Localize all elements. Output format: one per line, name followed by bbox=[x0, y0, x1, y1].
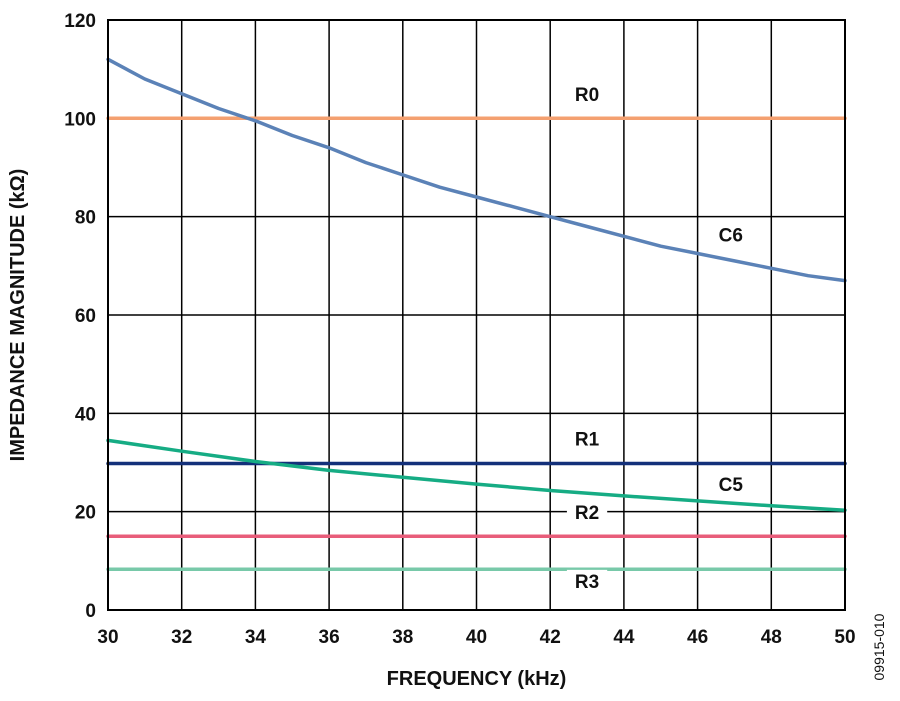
series-label-r0: R0 bbox=[575, 85, 599, 106]
x-tick-label: 34 bbox=[245, 627, 267, 648]
y-tick-label: 20 bbox=[75, 503, 96, 524]
x-tick-label: 30 bbox=[97, 627, 118, 648]
x-tick-label: 44 bbox=[613, 627, 635, 648]
x-axis-title: FREQUENCY (kHz) bbox=[387, 668, 567, 690]
series-label-r3: R3 bbox=[575, 572, 599, 593]
series-label-r2: R2 bbox=[575, 503, 599, 524]
plot-frame bbox=[107, 19, 846, 611]
series-line-c6 bbox=[106, 57, 847, 283]
x-tick-label: 46 bbox=[687, 627, 708, 648]
x-tick-label: 32 bbox=[171, 627, 192, 648]
x-tick-label: 40 bbox=[466, 627, 487, 648]
x-tick-label: 42 bbox=[540, 627, 561, 648]
y-tick-label: 80 bbox=[75, 208, 96, 229]
series-label-c5: C5 bbox=[719, 475, 744, 496]
series-lines bbox=[106, 57, 847, 571]
y-tick-label: 0 bbox=[85, 601, 96, 622]
x-tick-label: 36 bbox=[319, 627, 340, 648]
series-label-bg-r0 bbox=[566, 83, 608, 109]
x-tick-label: 48 bbox=[761, 627, 782, 648]
y-axis-title: IMPEDANCE MAGNITUDE (kΩ) bbox=[7, 169, 29, 462]
y-tick-label: 60 bbox=[75, 306, 96, 327]
series-label-bg-c5 bbox=[710, 473, 752, 499]
series-label-bg-r3 bbox=[566, 569, 608, 595]
y-tick-label: 40 bbox=[75, 404, 96, 425]
series-label-r1: R1 bbox=[575, 429, 600, 450]
series-line-c5 bbox=[106, 438, 847, 512]
series-label-bg-r2 bbox=[566, 501, 608, 527]
series-label-backgrounds bbox=[566, 83, 752, 595]
series-label-c6: C6 bbox=[719, 225, 743, 246]
y-tick-labels: 0 20 40 60 80 100 120 bbox=[64, 11, 96, 622]
figure-id: 09915-010 bbox=[871, 613, 887, 680]
series-label-bg-c6 bbox=[710, 223, 751, 249]
series-labels: R0 C6 R1 C5 R2 R3 bbox=[575, 85, 743, 593]
y-tick-label: 100 bbox=[64, 109, 96, 130]
series-label-bg-r1 bbox=[566, 427, 608, 453]
x-tick-label: 38 bbox=[392, 627, 413, 648]
x-tick-labels: 30 32 34 36 38 40 42 44 46 48 50 bbox=[97, 627, 855, 648]
x-tick-label: 50 bbox=[834, 627, 855, 648]
y-tick-label: 120 bbox=[64, 11, 96, 32]
